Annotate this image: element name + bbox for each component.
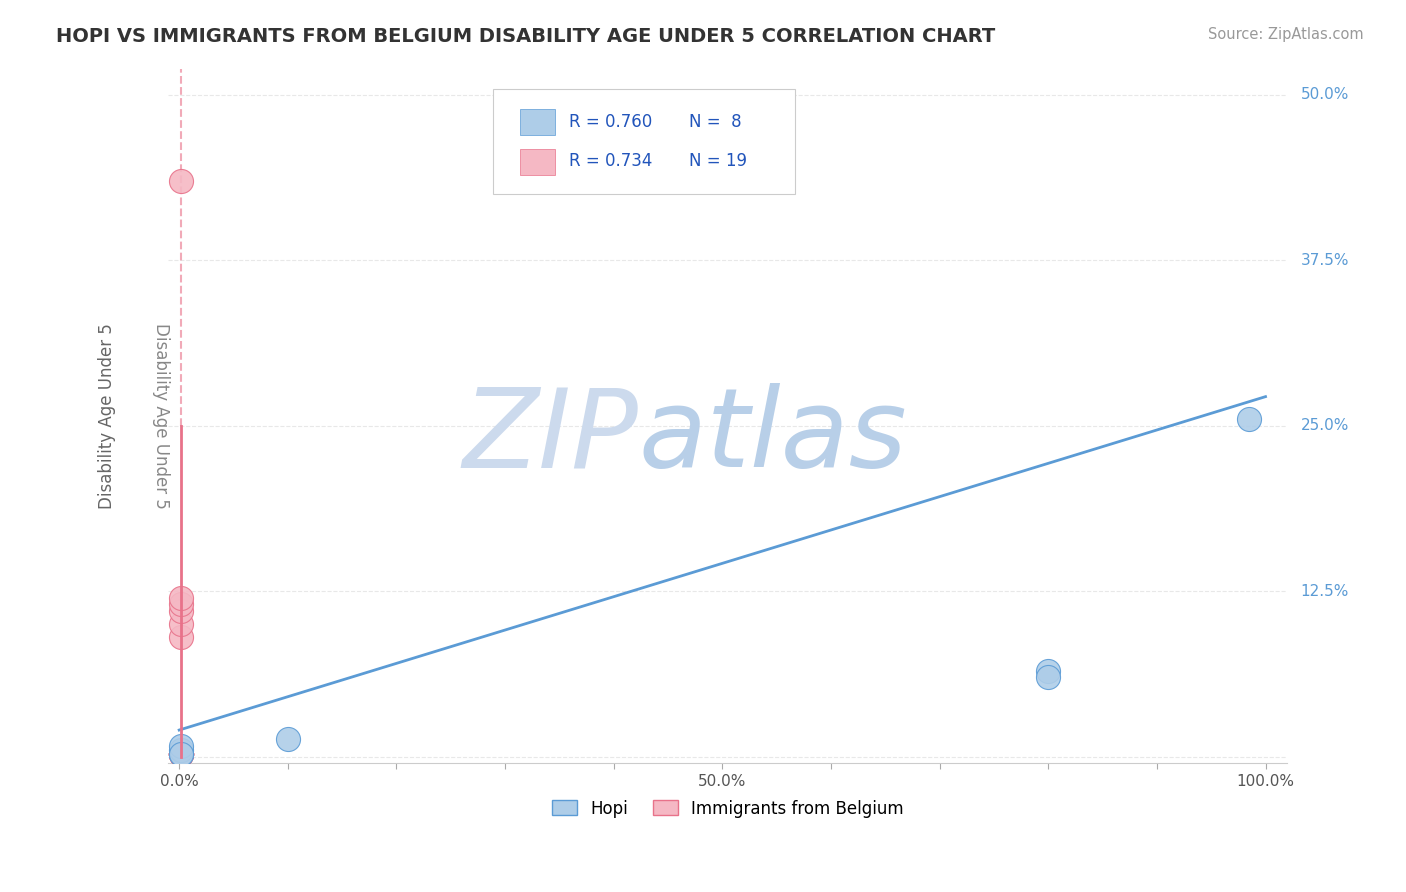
Point: [170, 747, 193, 761]
FancyBboxPatch shape: [520, 149, 555, 175]
Point: [170, 747, 193, 761]
Point: [170, 604, 193, 618]
Point: [1237, 412, 1260, 426]
FancyBboxPatch shape: [492, 89, 794, 194]
Point: [170, 739, 193, 753]
Text: R = 0.734: R = 0.734: [569, 153, 652, 170]
Point: [170, 747, 193, 761]
Text: 25.0%: 25.0%: [1301, 418, 1348, 434]
Point: [170, 747, 193, 761]
Text: Disability Age Under 5: Disability Age Under 5: [98, 323, 115, 508]
Text: 37.5%: 37.5%: [1301, 252, 1350, 268]
Point: [170, 747, 193, 761]
Text: atlas: atlas: [638, 384, 907, 491]
Text: N =  8: N = 8: [689, 112, 741, 130]
Text: 50.0%: 50.0%: [1301, 87, 1348, 103]
Point: [170, 747, 193, 761]
Text: Source: ZipAtlas.com: Source: ZipAtlas.com: [1208, 27, 1364, 42]
Point: [170, 631, 193, 645]
Y-axis label: Disability Age Under 5: Disability Age Under 5: [152, 323, 170, 508]
Point: [170, 747, 193, 761]
Point: [170, 591, 193, 605]
FancyBboxPatch shape: [520, 109, 555, 135]
Point: [1038, 670, 1060, 684]
Point: [277, 732, 299, 747]
Text: R = 0.760: R = 0.760: [569, 112, 652, 130]
Text: 12.5%: 12.5%: [1301, 583, 1348, 599]
Point: [1038, 664, 1060, 678]
Text: HOPI VS IMMIGRANTS FROM BELGIUM DISABILITY AGE UNDER 5 CORRELATION CHART: HOPI VS IMMIGRANTS FROM BELGIUM DISABILI…: [56, 27, 995, 45]
Legend: Hopi, Immigrants from Belgium: Hopi, Immigrants from Belgium: [546, 793, 911, 824]
Point: [170, 747, 193, 761]
Point: [170, 747, 193, 761]
Point: [170, 174, 193, 188]
Point: [170, 743, 193, 757]
Point: [170, 598, 193, 612]
Point: [170, 617, 193, 632]
Point: [170, 747, 193, 761]
Point: [170, 747, 193, 761]
Point: [170, 747, 193, 761]
Text: N = 19: N = 19: [689, 153, 747, 170]
Point: [170, 747, 193, 761]
Text: ZIP: ZIP: [463, 384, 638, 491]
Point: [170, 747, 193, 761]
Point: [170, 747, 193, 761]
